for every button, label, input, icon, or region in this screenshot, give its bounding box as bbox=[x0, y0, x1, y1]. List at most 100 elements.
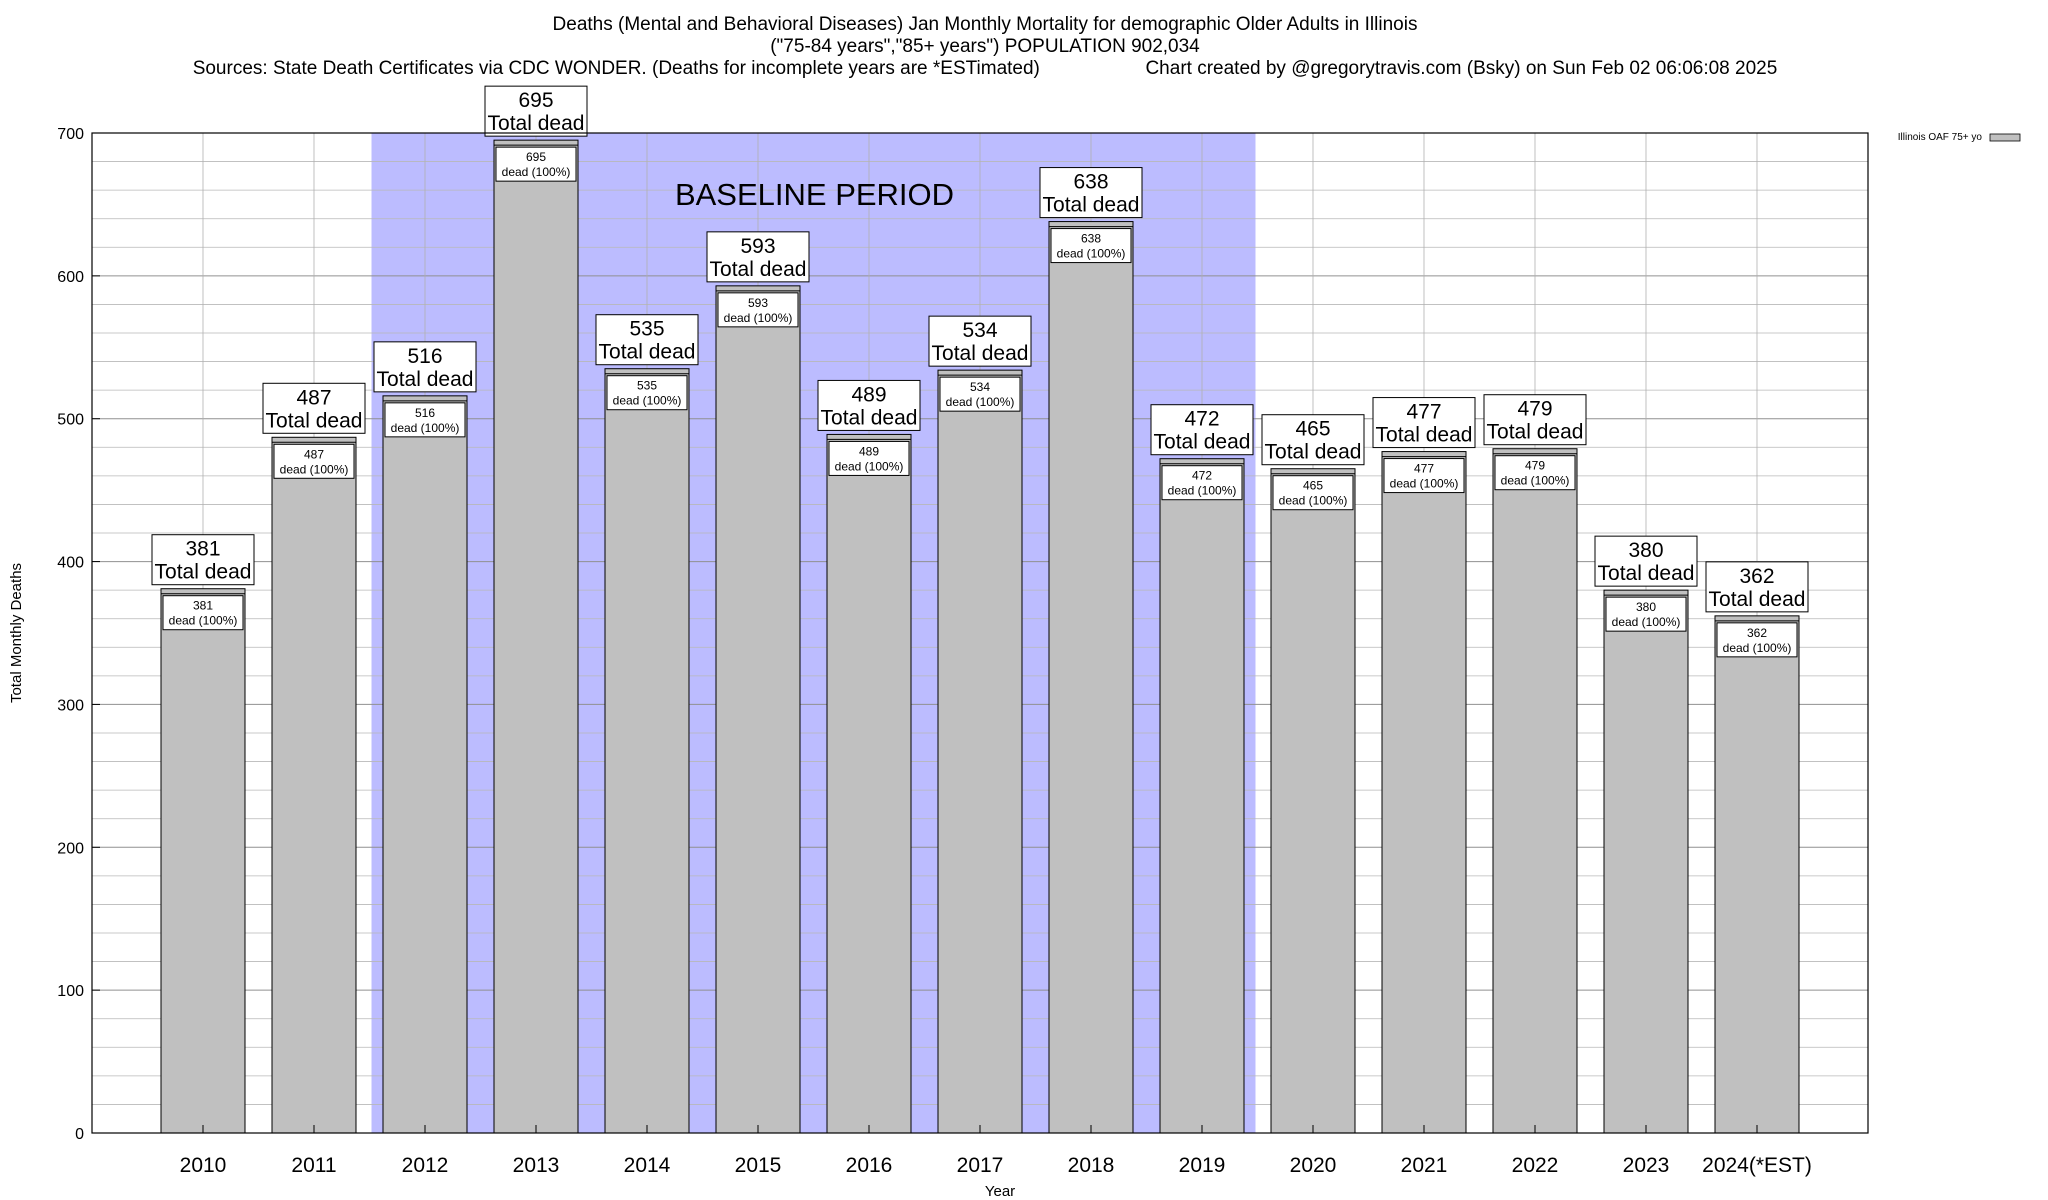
top-label-value: 695 bbox=[518, 89, 553, 112]
bar-2024(*EST) bbox=[1714, 615, 1800, 1134]
inner-label-value: 487 bbox=[304, 447, 324, 461]
bar-2016 bbox=[826, 433, 912, 1134]
inner-label-value: 593 bbox=[748, 296, 768, 310]
x-axis-label: Year bbox=[985, 1183, 1015, 1200]
chart-title-line-2: ("75-84 years","85+ years") POPULATION 9… bbox=[770, 36, 1200, 57]
bar-2023 bbox=[1603, 589, 1689, 1134]
inner-label-box bbox=[828, 440, 910, 476]
top-label-value: 465 bbox=[1295, 418, 1330, 441]
top-label-text: Total dead bbox=[710, 258, 807, 281]
top-label-text: Total dead bbox=[821, 406, 918, 429]
inner-label-box bbox=[606, 375, 688, 411]
top-label-value: 638 bbox=[1073, 171, 1108, 194]
inner-label-text: dead (100%) bbox=[1279, 494, 1348, 508]
top-label-text: Total dead bbox=[1487, 421, 1584, 444]
top-label-box bbox=[1483, 394, 1587, 446]
top-label-text: Total dead bbox=[1376, 424, 1473, 447]
inner-label-text: dead (100%) bbox=[724, 311, 793, 325]
x-tick-label: 2023 bbox=[1623, 1154, 1670, 1177]
top-label-box bbox=[1039, 167, 1143, 219]
x-tick-label: 2019 bbox=[1179, 1154, 1226, 1177]
bar-2015 bbox=[715, 285, 801, 1134]
inner-label-box bbox=[1272, 475, 1354, 511]
top-label-text: Total dead bbox=[1598, 562, 1695, 585]
top-label-text: Total dead bbox=[377, 368, 474, 391]
top-label-box bbox=[595, 314, 699, 366]
top-label-box bbox=[928, 315, 1032, 367]
x-tick-label: 2016 bbox=[846, 1154, 893, 1177]
inner-label-box bbox=[1161, 465, 1243, 501]
bar-2018 bbox=[1048, 221, 1134, 1134]
x-tick-label: 2021 bbox=[1401, 1154, 1448, 1177]
inner-label-text: dead (100%) bbox=[1168, 484, 1237, 498]
top-label-box bbox=[151, 534, 255, 586]
top-label-box bbox=[1261, 414, 1365, 466]
top-label-box bbox=[484, 85, 588, 137]
top-label-value: 534 bbox=[962, 319, 997, 342]
top-label-text: Total dead bbox=[488, 112, 585, 135]
inner-label-box bbox=[162, 595, 244, 631]
top-label-text: Total dead bbox=[1265, 441, 1362, 464]
top-label-text: Total dead bbox=[266, 409, 363, 432]
top-label-box bbox=[1705, 561, 1809, 613]
top-label-box bbox=[1372, 397, 1476, 449]
inner-label-text: dead (100%) bbox=[1390, 477, 1459, 491]
inner-label-box bbox=[384, 402, 466, 438]
inner-label-box bbox=[1050, 228, 1132, 264]
x-tick-label: 2024(*EST) bbox=[1702, 1154, 1812, 1177]
bar-2013 bbox=[493, 139, 579, 1134]
inner-label-text: dead (100%) bbox=[1723, 641, 1792, 655]
inner-label-text: dead (100%) bbox=[1057, 247, 1126, 261]
inner-label-value: 362 bbox=[1747, 626, 1767, 640]
bar-2010 bbox=[160, 588, 246, 1134]
bar-2011 bbox=[271, 436, 357, 1134]
top-label-text: Total dead bbox=[155, 561, 252, 584]
inner-label-text: dead (100%) bbox=[613, 394, 682, 408]
inner-label-text: dead (100%) bbox=[946, 395, 1015, 409]
inner-label-text: dead (100%) bbox=[502, 165, 571, 179]
legend-label: Illinois OAF 75+ yo bbox=[1898, 132, 1983, 143]
y-tick-label: 400 bbox=[57, 555, 84, 572]
top-label-box bbox=[373, 341, 477, 393]
y-axis-label: Total Monthly Deaths bbox=[8, 563, 25, 703]
chart-title-line-1: Deaths (Mental and Behavioral Diseases) … bbox=[552, 14, 1418, 35]
y-tick-label: 0 bbox=[75, 1126, 84, 1143]
y-tick-label: 100 bbox=[57, 983, 84, 1000]
inner-label-text: dead (100%) bbox=[1501, 474, 1570, 488]
top-label-value: 535 bbox=[629, 318, 664, 341]
inner-label-value: 381 bbox=[193, 599, 213, 613]
top-label-value: 489 bbox=[851, 383, 886, 406]
top-label-value: 362 bbox=[1739, 565, 1774, 588]
bar-2021 bbox=[1381, 451, 1467, 1134]
x-tick-label: 2018 bbox=[1068, 1154, 1115, 1177]
top-label-text: Total dead bbox=[599, 341, 696, 364]
top-label-box bbox=[706, 231, 810, 283]
y-tick-label: 600 bbox=[57, 269, 84, 286]
inner-label-value: 534 bbox=[970, 380, 990, 394]
inner-label-box bbox=[495, 146, 577, 182]
inner-label-value: 465 bbox=[1303, 479, 1323, 493]
inner-label-text: dead (100%) bbox=[835, 459, 904, 473]
x-tick-label: 2020 bbox=[1290, 1154, 1337, 1177]
top-label-value: 593 bbox=[740, 235, 775, 258]
inner-label-text: dead (100%) bbox=[169, 614, 238, 628]
bar-2022 bbox=[1492, 448, 1578, 1134]
x-tick-label: 2022 bbox=[1512, 1154, 1559, 1177]
inner-label-value: 489 bbox=[859, 444, 879, 458]
top-label-value: 479 bbox=[1517, 398, 1552, 421]
top-label-value: 381 bbox=[185, 538, 220, 561]
x-tick-label: 2010 bbox=[180, 1154, 227, 1177]
chart-title-line-3: Sources: State Death Certificates via CD… bbox=[192, 58, 1778, 79]
inner-label-box bbox=[1383, 458, 1465, 494]
x-tick-label: 2013 bbox=[513, 1154, 560, 1177]
top-label-box bbox=[1594, 535, 1698, 587]
x-tick-label: 2011 bbox=[291, 1154, 336, 1177]
bar-2017 bbox=[937, 369, 1023, 1134]
inner-label-box bbox=[273, 443, 355, 479]
inner-label-value: 477 bbox=[1414, 462, 1434, 476]
top-label-value: 380 bbox=[1628, 539, 1663, 562]
y-tick-label: 300 bbox=[57, 697, 84, 714]
inner-label-value: 638 bbox=[1081, 232, 1101, 246]
inner-label-value: 472 bbox=[1192, 469, 1212, 483]
